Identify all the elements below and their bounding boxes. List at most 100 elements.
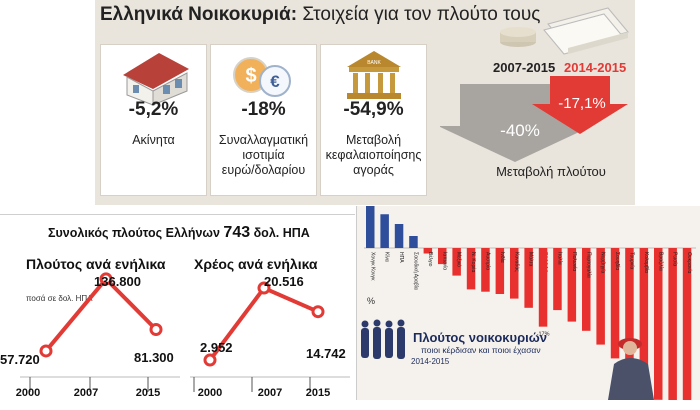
bar xyxy=(668,248,677,400)
bar xyxy=(553,248,562,311)
data-point xyxy=(99,272,113,286)
data-label: 20.516 xyxy=(264,274,304,289)
wealth-arrows: -40% -17,1% xyxy=(440,76,628,162)
category-label: Νορβηγία xyxy=(600,252,606,274)
bar xyxy=(366,206,375,248)
bar xyxy=(538,248,548,327)
page-title: Ελληνικά Νοικοκυριά: Στοιχεία για τον πλ… xyxy=(100,4,541,25)
bar xyxy=(596,248,605,345)
category-label: Βραζιλία xyxy=(657,252,663,271)
bar xyxy=(654,248,663,400)
category-label: Κίνα xyxy=(384,252,390,262)
data-label: 81.300 xyxy=(134,350,174,365)
value-a: -40% xyxy=(500,121,540,140)
bar xyxy=(423,248,433,254)
period-b: 2014-2015 xyxy=(564,60,627,75)
tick-label: 2000 xyxy=(198,387,222,399)
category-label: Σαουδική Αραβία xyxy=(412,252,419,290)
man-icon xyxy=(608,338,654,400)
bar xyxy=(639,248,649,386)
svg-text:€: € xyxy=(270,72,280,91)
category-label: Καναδάς xyxy=(513,252,520,272)
value-b: -17,1% xyxy=(558,95,606,112)
highlight-label: -17% xyxy=(537,332,550,338)
tick-label: 2007 xyxy=(74,387,98,399)
category-label: ΕΛΛΑΔΑ xyxy=(542,252,548,273)
tick-label: 2015 xyxy=(306,387,330,399)
bar xyxy=(481,248,490,292)
data-point xyxy=(311,305,325,319)
tick-label: 2015 xyxy=(136,387,160,399)
household-wealth-subtitle: ποιοι κέρδισαν και ποιοι έχασαν xyxy=(421,345,541,355)
series-line xyxy=(44,275,158,353)
household-wealth-title: Πλούτος νοικοκυριών xyxy=(413,330,547,345)
category-label: Κολομβία xyxy=(643,252,649,273)
unit-note: ποσά σε δολ. ΗΠΑ xyxy=(26,294,93,303)
wealth-caption: Μεταβολή πλούτου xyxy=(496,164,606,179)
category-label: ΗΠΑ xyxy=(398,252,404,263)
bar xyxy=(438,248,447,265)
bar xyxy=(524,248,533,308)
data-label: 2.952 xyxy=(200,340,233,355)
category-label: Μεξικό xyxy=(456,252,463,267)
card-label: Συναλλαγματική ισοτιμία ευρώ/δολαρίου xyxy=(218,133,309,177)
category-label: Ιαπωνία xyxy=(441,252,447,270)
bar-chart: Χονγκ Κονγκ Κίνα ΗΠΑ Σαουδική Αραβία Βέλγιο Ι… xyxy=(364,206,696,400)
line-charts: 57.720 2000 136.800 2007 81.300 2015 2.952 2000… xyxy=(0,272,350,399)
category-label: Ρωσία xyxy=(672,252,678,266)
card-label: Μεταβολή κεφαλαιοποίησης αγοράς xyxy=(325,133,422,177)
category-label: Πολωνία xyxy=(571,252,577,271)
currency-icon: $ € xyxy=(233,57,291,97)
tick-label: 2000 xyxy=(16,387,40,399)
wealth-chart-title: Πλούτος ανά ενήλικα xyxy=(26,256,166,272)
bar xyxy=(610,248,620,359)
card-value: -5,2% xyxy=(128,99,179,120)
category-label: Ινδία xyxy=(499,252,505,263)
bar xyxy=(625,248,634,373)
bar xyxy=(682,248,692,400)
category-label: Μάλτα xyxy=(528,252,535,266)
card-value: -18% xyxy=(241,99,286,120)
category-label: Σουηδία xyxy=(614,252,620,270)
household-wealth-period: 2014-2015 xyxy=(411,357,450,366)
category-label: Πορτογαλία xyxy=(585,252,591,278)
data-point xyxy=(149,322,163,336)
house-icon xyxy=(123,53,189,105)
card-market-cap: BANK -54,9% Μεταβολή κεφαλαιοποίησης αγο… xyxy=(320,44,427,196)
arrow-red xyxy=(532,76,628,134)
bar xyxy=(466,248,476,290)
debt-chart-title: Χρέος ανά ενήλικα xyxy=(194,256,318,272)
period-a: 2007-2015 xyxy=(493,60,556,75)
card-label: Ακίνητα xyxy=(132,133,175,147)
bar xyxy=(409,236,418,248)
data-point xyxy=(39,344,53,358)
money-stack-icon xyxy=(500,7,629,55)
svg-text:$: $ xyxy=(245,65,256,87)
category-label: Χονγκ Κονγκ xyxy=(369,252,375,281)
total-wealth-title: Συνολικός πλούτος Ελλήνων 743 δολ. ΗΠΑ xyxy=(48,224,310,241)
bar xyxy=(582,248,591,331)
category-label: Ουκρανία xyxy=(686,252,692,273)
category-label: Τουρκία xyxy=(628,252,634,269)
tick-label: 2007 xyxy=(258,387,282,399)
card-value: -54,9% xyxy=(343,99,404,120)
card-exchange-rate: $ € -18% Συναλλαγματική ισοτιμία ευρώ/δο… xyxy=(210,44,317,196)
data-label: 14.742 xyxy=(306,346,346,361)
category-label: Ιταλία xyxy=(556,252,562,265)
data-label: 136.800 xyxy=(94,274,141,289)
category-label: Βέλγιο xyxy=(427,252,434,267)
category-label: Ν. Κορέα xyxy=(470,252,477,273)
data-point xyxy=(203,353,217,367)
bar xyxy=(394,224,404,248)
bar xyxy=(452,248,461,276)
card-real-estate: -5,2% Ακίνητα xyxy=(100,44,207,196)
category-label: Αυστρία xyxy=(484,252,490,270)
bank-icon: BANK xyxy=(347,51,401,99)
bar xyxy=(495,248,505,294)
bank-sign: BANK xyxy=(367,60,381,66)
bar xyxy=(567,248,577,322)
people-icon xyxy=(361,319,405,359)
bar xyxy=(380,214,389,248)
data-label: 57.720 xyxy=(0,352,40,367)
unit-label: % xyxy=(367,296,376,306)
